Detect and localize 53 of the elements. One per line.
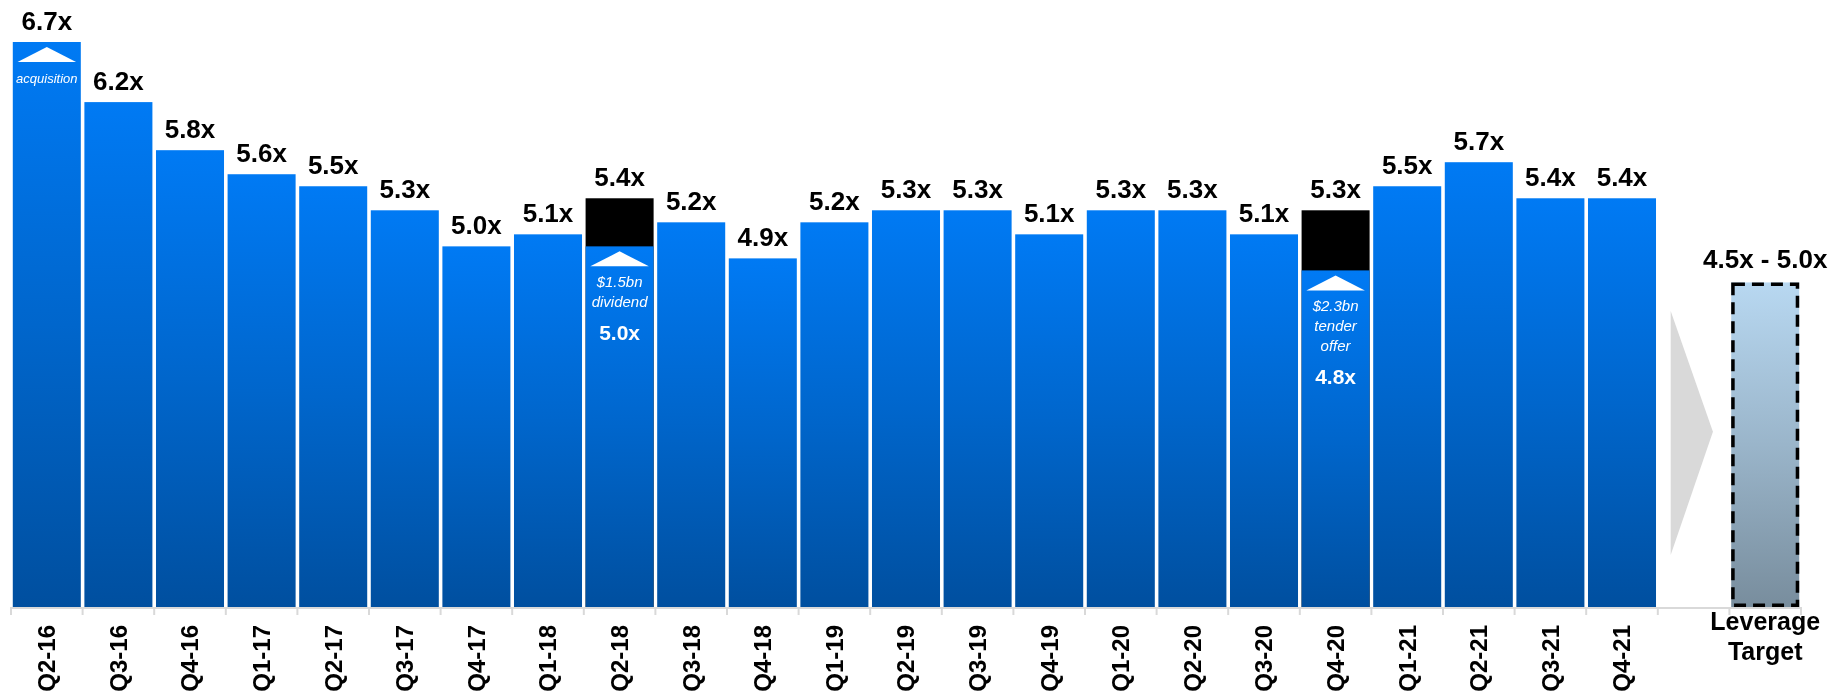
- data-label: 4.9x: [737, 222, 789, 253]
- data-label: 5.1x: [522, 198, 574, 229]
- annotation: $1.5bn dividend: [591, 273, 649, 311]
- data-label: 5.4x: [594, 162, 646, 193]
- x-tick-label: Q4-20: [1322, 625, 1349, 692]
- data-label: 5.8x: [164, 114, 216, 145]
- x-tick-label: Q3-20: [1250, 625, 1278, 692]
- x-tick-label: Q3-16: [104, 625, 132, 692]
- data-label: 5.3x: [1095, 174, 1147, 205]
- x-tick-label: Q3-21: [1536, 625, 1564, 692]
- x-tick-label: Q4-19: [1035, 625, 1063, 692]
- x-tick-label: Q1-20: [1107, 625, 1135, 692]
- x-tick-label: Leverage Target: [1710, 607, 1821, 665]
- data-label: 5.6x: [236, 138, 288, 169]
- x-tick-label: Q2-19: [892, 625, 920, 692]
- x-tick-label: Q4-18: [749, 625, 777, 692]
- data-label: 6.7x: [21, 6, 73, 36]
- x-tick-label: Q1-19: [820, 625, 848, 692]
- data-label: 5.3x: [1310, 174, 1362, 205]
- data-label: 5.2x: [665, 186, 718, 217]
- data-label: 5.4x: [1596, 162, 1648, 193]
- data-label: 5.3x: [1167, 174, 1219, 205]
- x-tick-label: Q2-17: [319, 625, 347, 692]
- x-tick-label: Q4-16: [176, 625, 204, 692]
- x-tick-label: Q3-18: [677, 625, 705, 692]
- x-tick-label: Q1-21: [1393, 625, 1421, 692]
- x-tick-label: Q2-20: [1178, 625, 1206, 692]
- data-label: 5.3x: [379, 174, 431, 205]
- data-label: 6.2x: [93, 66, 145, 97]
- data-label: 5.4x: [1525, 162, 1577, 193]
- x-tick-label: Q2-21: [1465, 625, 1493, 692]
- x-tick-label: Q2-18: [606, 625, 633, 692]
- data-label: 5.5x: [1381, 150, 1434, 181]
- x-tick-label: Q3-17: [391, 625, 419, 692]
- data-label: 5.1x: [1238, 198, 1290, 229]
- x-tick-label: Q4-17: [462, 625, 490, 692]
- data-label: 5.0x: [599, 321, 641, 345]
- annotation: 4.5x - 5.0x: [1703, 244, 1828, 275]
- x-tick-label: Q4-21: [1608, 625, 1636, 692]
- annotation: $2.3bn tender offer: [1311, 297, 1359, 355]
- x-tick-label: Q2-16: [33, 625, 61, 692]
- data-label: 5.1x: [1023, 198, 1076, 229]
- data-label: 5.7x: [1453, 126, 1505, 157]
- x-tick-label: Q1-18: [534, 625, 562, 692]
- x-tick-label: Q1-17: [248, 625, 275, 692]
- x-tick-label: Q3-19: [964, 625, 991, 692]
- data-label: 5.2x: [809, 186, 861, 217]
- annotation: acquisition: [16, 71, 78, 86]
- data-label: 5.0x: [451, 210, 503, 241]
- data-label: 5.5x: [307, 150, 360, 181]
- data-label: 5.3x: [952, 174, 1004, 205]
- data-label: 4.8x: [1315, 365, 1357, 389]
- data-label: 5.3x: [880, 174, 932, 205]
